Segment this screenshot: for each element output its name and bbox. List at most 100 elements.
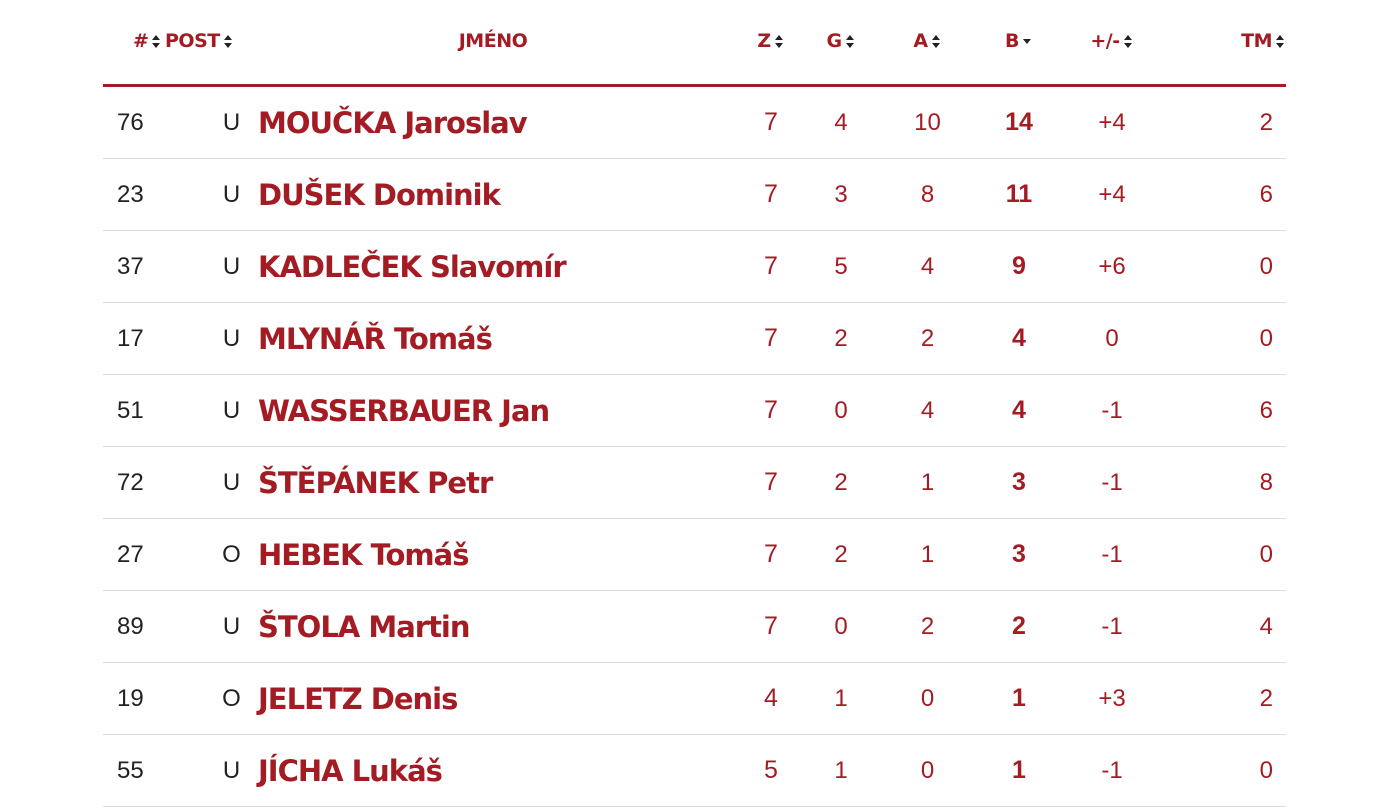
penalty-minutes: 2 xyxy=(1173,662,1286,735)
assists: 1 xyxy=(868,446,987,519)
penalty-minutes: 6 xyxy=(1173,158,1286,231)
points: 3 xyxy=(987,446,1051,519)
player-name-link[interactable]: MLYNÁŘ Tomáš xyxy=(258,321,493,356)
column-header-label: # xyxy=(133,30,149,52)
table-row: 89 U ŠTOLA Martin 7 0 2 2 -1 4 xyxy=(103,590,1286,663)
column-header-games[interactable]: Z xyxy=(728,0,814,87)
goals: 2 xyxy=(814,518,868,591)
games-played: 7 xyxy=(728,374,814,447)
goals: 5 xyxy=(814,230,868,303)
points: 3 xyxy=(987,518,1051,591)
column-header-goals[interactable]: G xyxy=(814,0,868,87)
player-name-link[interactable]: ŠTOLA Martin xyxy=(258,609,471,644)
player-name-link[interactable]: WASSERBAUER Jan xyxy=(258,393,550,428)
jersey-number: 19 xyxy=(103,662,165,735)
games-played: 4 xyxy=(728,662,814,735)
column-header-label: G xyxy=(826,30,842,52)
points: 11 xyxy=(987,158,1051,231)
goals: 0 xyxy=(814,374,868,447)
goals: 3 xyxy=(814,158,868,231)
column-header-label: Z xyxy=(757,30,771,52)
assists: 10 xyxy=(868,85,987,159)
plus-minus: -1 xyxy=(1051,590,1173,663)
jersey-number: 37 xyxy=(103,230,165,303)
player-position: O xyxy=(165,662,258,735)
points: 9 xyxy=(987,230,1051,303)
jersey-number: 51 xyxy=(103,374,165,447)
player-name-link[interactable]: JELETZ Denis xyxy=(258,681,458,716)
goals: 1 xyxy=(814,734,868,807)
sort-icon xyxy=(844,33,856,49)
player-name-link[interactable]: HEBEK Tomáš xyxy=(258,537,469,572)
player-name-cell: WASSERBAUER Jan xyxy=(258,374,728,447)
column-header-number[interactable]: # xyxy=(103,0,165,87)
assists: 4 xyxy=(868,230,987,303)
assists: 2 xyxy=(868,302,987,375)
player-position: U xyxy=(165,230,258,303)
player-name-link[interactable]: KADLEČEK Slavomír xyxy=(258,249,567,284)
jersey-number: 72 xyxy=(103,446,165,519)
table-row: 17 U MLYNÁŘ Tomáš 7 2 2 4 0 0 xyxy=(103,302,1286,375)
table-row: 76 U MOUČKA Jaroslav 7 4 10 14 +4 2 xyxy=(103,85,1286,159)
plus-minus: +3 xyxy=(1051,662,1173,735)
player-name-link[interactable]: ŠTĚPÁNEK Petr xyxy=(258,465,493,500)
column-header-points[interactable]: B xyxy=(987,0,1051,87)
games-played: 7 xyxy=(728,302,814,375)
table-row: 51 U WASSERBAUER Jan 7 0 4 4 -1 6 xyxy=(103,374,1286,447)
assists: 8 xyxy=(868,158,987,231)
table-row: 72 U ŠTĚPÁNEK Petr 7 2 1 3 -1 8 xyxy=(103,446,1286,519)
points: 14 xyxy=(987,85,1051,159)
player-position: U xyxy=(165,374,258,447)
plus-minus: -1 xyxy=(1051,734,1173,807)
player-name-cell: MLYNÁŘ Tomáš xyxy=(258,302,728,375)
assists: 0 xyxy=(868,662,987,735)
column-header-label: JMÉNO xyxy=(458,30,528,52)
player-name-link[interactable]: MOUČKA Jaroslav xyxy=(258,105,528,140)
plus-minus: +6 xyxy=(1051,230,1173,303)
jersey-number: 89 xyxy=(103,590,165,663)
games-played: 7 xyxy=(728,85,814,159)
goals: 4 xyxy=(814,85,868,159)
player-position: U xyxy=(165,302,258,375)
table-row: 55 U JÍCHA Lukáš 5 1 0 1 -1 0 xyxy=(103,734,1286,807)
table-header-row: # POST JMÉNO Z G A B xyxy=(103,0,1286,87)
column-header-name[interactable]: JMÉNO xyxy=(258,0,728,87)
penalty-minutes: 2 xyxy=(1173,85,1286,159)
points: 4 xyxy=(987,374,1051,447)
jersey-number: 55 xyxy=(103,734,165,807)
assists: 1 xyxy=(868,518,987,591)
sort-icon xyxy=(773,33,785,49)
player-name-cell: MOUČKA Jaroslav xyxy=(258,85,728,159)
points: 2 xyxy=(987,590,1051,663)
goals: 2 xyxy=(814,446,868,519)
goals: 2 xyxy=(814,302,868,375)
sort-icon xyxy=(150,33,162,49)
player-name-cell: HEBEK Tomáš xyxy=(258,518,728,591)
player-position: U xyxy=(165,446,258,519)
plus-minus: -1 xyxy=(1051,518,1173,591)
column-header-plus-minus[interactable]: +/- xyxy=(1051,0,1173,87)
games-played: 7 xyxy=(728,518,814,591)
jersey-number: 76 xyxy=(103,85,165,159)
column-header-penalty-minutes[interactable]: TM xyxy=(1173,0,1286,87)
column-header-label: B xyxy=(1005,30,1019,52)
column-header-assists[interactable]: A xyxy=(868,0,987,87)
player-name-link[interactable]: JÍCHA Lukáš xyxy=(258,753,443,788)
goals: 1 xyxy=(814,662,868,735)
player-name-cell: JELETZ Denis xyxy=(258,662,728,735)
games-played: 7 xyxy=(728,158,814,231)
penalty-minutes: 0 xyxy=(1173,734,1286,807)
games-played: 7 xyxy=(728,590,814,663)
column-header-label: TM xyxy=(1241,30,1272,52)
table-row: 37 U KADLEČEK Slavomír 7 5 4 9 +6 0 xyxy=(103,230,1286,303)
column-header-position[interactable]: POST xyxy=(165,0,258,87)
plus-minus: 0 xyxy=(1051,302,1173,375)
jersey-number: 17 xyxy=(103,302,165,375)
sort-icon xyxy=(930,33,942,49)
assists: 4 xyxy=(868,374,987,447)
games-played: 5 xyxy=(728,734,814,807)
penalty-minutes: 4 xyxy=(1173,590,1286,663)
sort-icon xyxy=(1122,33,1134,49)
player-name-link[interactable]: DUŠEK Dominik xyxy=(258,177,501,212)
plus-minus: -1 xyxy=(1051,374,1173,447)
